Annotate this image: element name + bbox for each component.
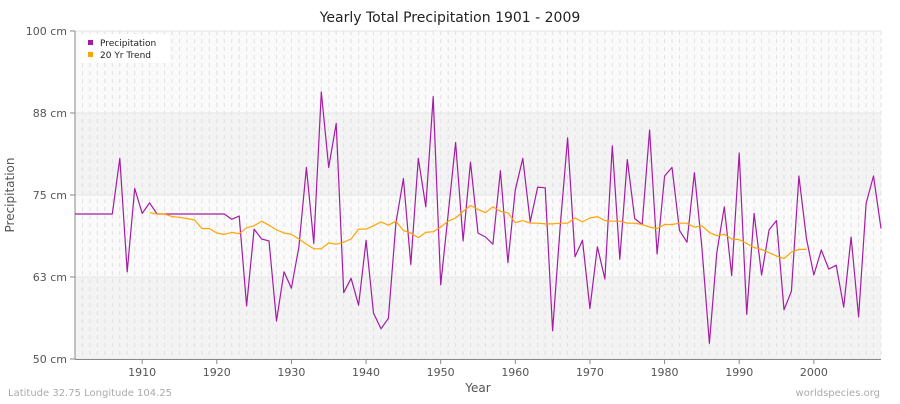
x-tick-label: 1990 [725, 366, 753, 379]
x-tick-label: 1950 [427, 366, 455, 379]
footer-source: worldspecies.org [796, 388, 880, 399]
legend-label-precipitation: Precipitation [100, 39, 156, 49]
x-tick-label: 1930 [277, 366, 305, 379]
x-tick-label: 1920 [203, 366, 231, 379]
x-tick-label: 1940 [352, 366, 380, 379]
y-tick-label: 63 cm [33, 271, 67, 284]
x-tick-label: 1970 [576, 366, 604, 379]
precipitation-line [75, 91, 882, 344]
x-tick-label: 1960 [501, 366, 529, 379]
legend-label-trend: 20 Yr Trend [100, 51, 151, 61]
chart-title: Yearly Total Precipitation 1901 - 2009 [319, 10, 581, 26]
x-tick-label: 2000 [800, 366, 828, 379]
y-tick-label: 75 cm [33, 189, 67, 202]
legend-swatch-trend [88, 52, 93, 57]
y-tick-label: 50 cm [33, 353, 67, 366]
vertical-gridlines [74, 31, 882, 359]
trend-line [149, 204, 807, 260]
y-tick-label: 88 cm [33, 107, 67, 120]
x-ticks: 1910 1920 1930 1940 1950 1960 1970 1980 1990 2000 [128, 359, 828, 379]
x-axis-label: Year [464, 381, 490, 395]
legend-swatch-precipitation [88, 40, 93, 45]
y-axis-label: Precipitation [3, 157, 17, 232]
y-tick-label: 100 cm [26, 25, 67, 38]
x-tick-label: 1980 [651, 366, 679, 379]
legend-box [80, 34, 170, 63]
series-lines [75, 91, 882, 344]
footer-location: Latitude 32.75 Longitude 104.25 [8, 388, 172, 399]
legend: Precipitation 20 Yr Trend [80, 34, 170, 63]
y-ticks: 50 cm 63 cm 75 cm 88 cm 100 cm [26, 25, 75, 366]
x-tick-label: 1910 [128, 366, 156, 379]
